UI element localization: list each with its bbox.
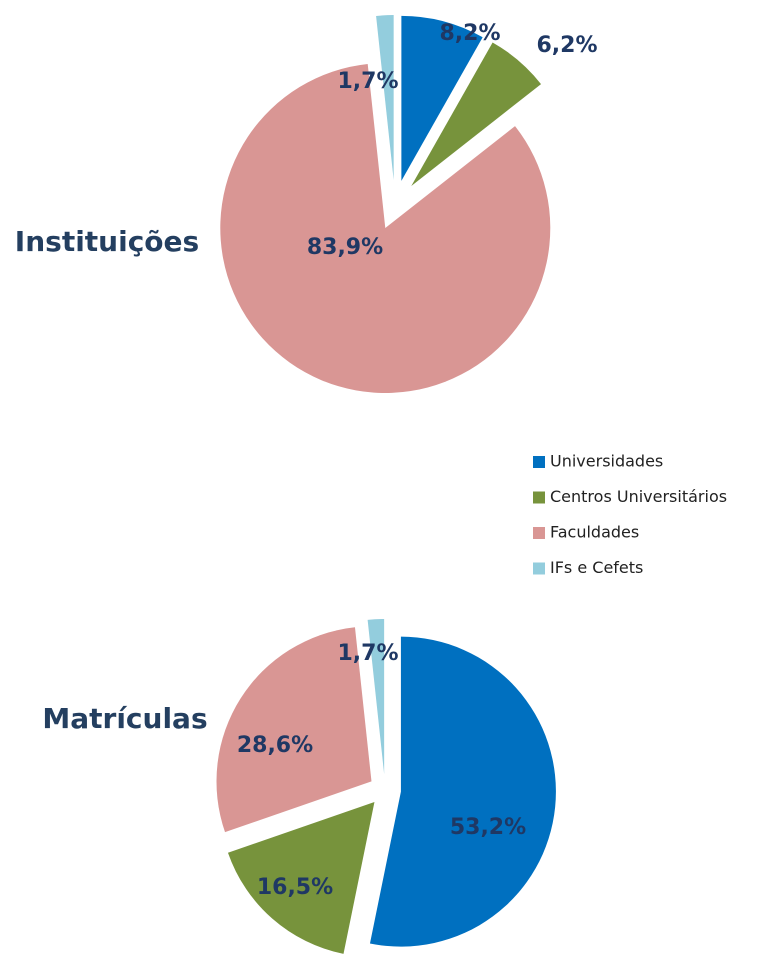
chart-title: Matrículas — [42, 702, 207, 735]
data-label: 28,6% — [237, 733, 313, 758]
pie-slice — [367, 619, 385, 775]
legend-label: Faculdades — [550, 523, 639, 542]
data-label: 16,5% — [257, 875, 333, 900]
legend-swatch — [533, 491, 545, 504]
data-label: 1,7% — [337, 641, 398, 666]
pie-slice — [369, 636, 556, 947]
pie-slice — [376, 15, 394, 181]
chart-title: Instituições — [15, 225, 199, 258]
data-label: 83,9% — [307, 235, 383, 260]
data-label: 53,2% — [450, 815, 526, 840]
legend-label: Centros Universitários — [550, 487, 727, 506]
legend-swatch — [533, 456, 545, 468]
data-label: 1,7% — [337, 69, 398, 94]
pie-slice — [401, 15, 483, 181]
pie-slice — [227, 802, 375, 954]
data-label: 8,2% — [439, 21, 500, 46]
legend-label: IFs e Cefets — [550, 558, 643, 577]
legend-swatch — [533, 562, 545, 575]
legend-label: Universidades — [550, 452, 663, 471]
data-label: 6,2% — [536, 33, 597, 58]
pie-slice — [220, 63, 551, 394]
legend-swatch — [533, 527, 545, 539]
pie-slice — [216, 627, 372, 833]
pie-slice — [411, 42, 542, 187]
